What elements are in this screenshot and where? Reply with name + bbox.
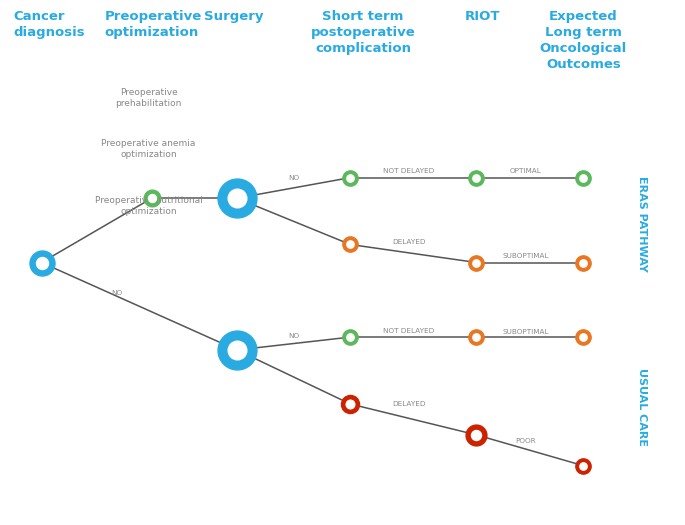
- Text: RIOT: RIOT: [465, 10, 501, 24]
- Text: USUAL CARE: USUAL CARE: [637, 368, 647, 446]
- Text: OPTIMAL: OPTIMAL: [510, 168, 541, 174]
- Text: Expected
Long term
Oncological
Outcomes: Expected Long term Oncological Outcomes: [540, 10, 627, 71]
- Text: NO: NO: [288, 333, 299, 339]
- Text: NO: NO: [288, 175, 299, 181]
- Text: POOR: POOR: [515, 438, 536, 444]
- Text: SUBOPTIMAL: SUBOPTIMAL: [502, 329, 549, 334]
- Text: NOT DELAYED: NOT DELAYED: [384, 328, 434, 333]
- Text: NO: NO: [112, 290, 123, 296]
- Text: Cancer
diagnosis: Cancer diagnosis: [13, 10, 85, 39]
- Text: ERAS PATHWAY: ERAS PATHWAY: [637, 176, 647, 272]
- Text: Preoperative
prehabilitation: Preoperative prehabilitation: [116, 88, 182, 108]
- Text: NOT DELAYED: NOT DELAYED: [384, 168, 434, 174]
- Text: DELAYED: DELAYED: [393, 401, 425, 406]
- Text: Short term
postoperative
complication: Short term postoperative complication: [310, 10, 415, 56]
- Text: Surgery: Surgery: [204, 10, 264, 24]
- Text: Preoperative nutritional
optimization: Preoperative nutritional optimization: [95, 196, 203, 216]
- Text: Preoperative anemia
optimization: Preoperative anemia optimization: [101, 139, 196, 159]
- Text: SUBOPTIMAL: SUBOPTIMAL: [502, 254, 549, 259]
- Text: DELAYED: DELAYED: [393, 239, 425, 245]
- Text: Preoperative
optimization: Preoperative optimization: [105, 10, 202, 39]
